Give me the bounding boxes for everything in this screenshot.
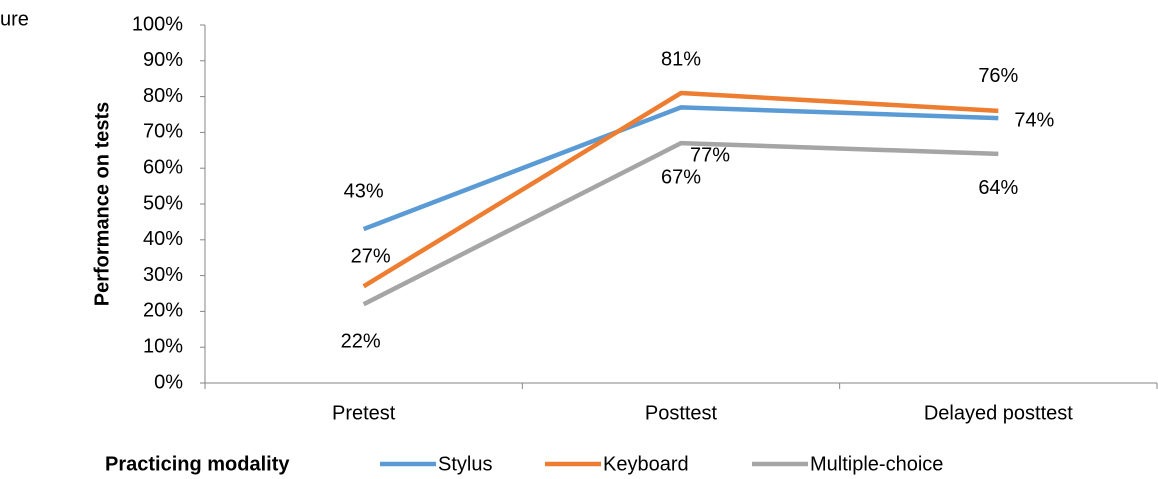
series-line [362, 90, 999, 289]
y-tick-label: 90% [143, 49, 183, 71]
x-tick-label: Posttest [645, 402, 718, 424]
data-label: 67% [661, 166, 701, 188]
data-label: 76% [978, 65, 1018, 87]
data-label: 77% [690, 145, 730, 167]
y-axis-label: Performance on tests [91, 102, 113, 307]
y-tick-label: 10% [143, 335, 183, 357]
series-line [362, 105, 999, 232]
data-label: 27% [351, 246, 391, 268]
data-label: 81% [661, 48, 701, 70]
y-tick-label: 30% [143, 264, 183, 286]
data-label: 64% [978, 177, 1018, 199]
series-line [362, 140, 999, 307]
y-tick-label: 50% [143, 192, 183, 214]
data-label: 74% [1014, 109, 1054, 131]
data-label: 22% [341, 331, 381, 353]
x-tick-label: Delayed posttest [924, 402, 1073, 424]
legend-label: Stylus [438, 453, 492, 475]
y-tick-label: 70% [143, 121, 183, 143]
data-label: 43% [344, 180, 384, 202]
legend-title: Practicing modality [105, 453, 290, 475]
y-tick-label: 40% [143, 228, 183, 250]
y-tick-label: 20% [143, 300, 183, 322]
x-tick-label: Pretest [332, 402, 396, 424]
legend-label: Keyboard [603, 453, 689, 475]
y-tick-label: 0% [154, 371, 183, 393]
y-tick-label: 100% [132, 13, 183, 35]
header-fragment: ure [0, 8, 29, 30]
legend-label: Multiple-choice [810, 453, 943, 475]
y-tick-label: 60% [143, 156, 183, 178]
y-tick-label: 80% [143, 85, 183, 107]
